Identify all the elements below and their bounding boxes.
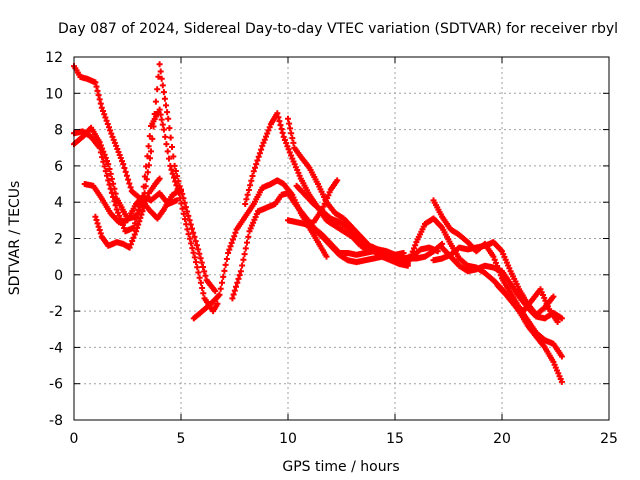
y-tick-label: -4 bbox=[49, 340, 63, 356]
y-tick-label: -2 bbox=[49, 304, 63, 320]
x-tick-label: 15 bbox=[386, 431, 404, 447]
series-track-e bbox=[92, 175, 163, 251]
data-point-markers bbox=[302, 221, 411, 269]
y-tick-label: 4 bbox=[54, 195, 63, 211]
y-tick-label: 10 bbox=[45, 86, 63, 102]
chart-title: Day 087 of 2024, Sidereal Day-to-day VTE… bbox=[58, 21, 618, 37]
x-tick-label: 25 bbox=[600, 431, 618, 447]
data-points bbox=[71, 61, 565, 385]
y-tick-label: 2 bbox=[54, 232, 63, 248]
series-track-l bbox=[302, 221, 411, 269]
x-tick-label: 20 bbox=[493, 431, 511, 447]
x-axis-label: GPS time / hours bbox=[282, 459, 399, 475]
data-point-markers bbox=[92, 175, 163, 251]
y-tick-label: 12 bbox=[45, 50, 63, 66]
data-point-markers bbox=[430, 197, 565, 360]
y-tick-label: 8 bbox=[54, 123, 63, 139]
data-point-markers bbox=[71, 106, 221, 315]
data-point-markers bbox=[494, 282, 561, 325]
y-tick-label: -8 bbox=[49, 413, 63, 429]
series-track-q bbox=[494, 282, 561, 325]
y-tick-label: 6 bbox=[54, 159, 63, 175]
y-tick-label: -6 bbox=[49, 377, 63, 393]
series-track-n bbox=[430, 197, 565, 360]
y-tick-label: 0 bbox=[54, 268, 63, 284]
axis-ticks: 0 5 10 15 20 25 -8 -6 -4 -2 0 2 4 6 8 10 12 bbox=[45, 50, 618, 447]
x-tick-label: 0 bbox=[70, 431, 79, 447]
x-tick-label: 10 bbox=[279, 431, 297, 447]
y-axis-label: SDTVAR / TECUs bbox=[7, 181, 23, 296]
x-tick-label: 5 bbox=[177, 431, 186, 447]
series-track-b bbox=[71, 106, 221, 315]
